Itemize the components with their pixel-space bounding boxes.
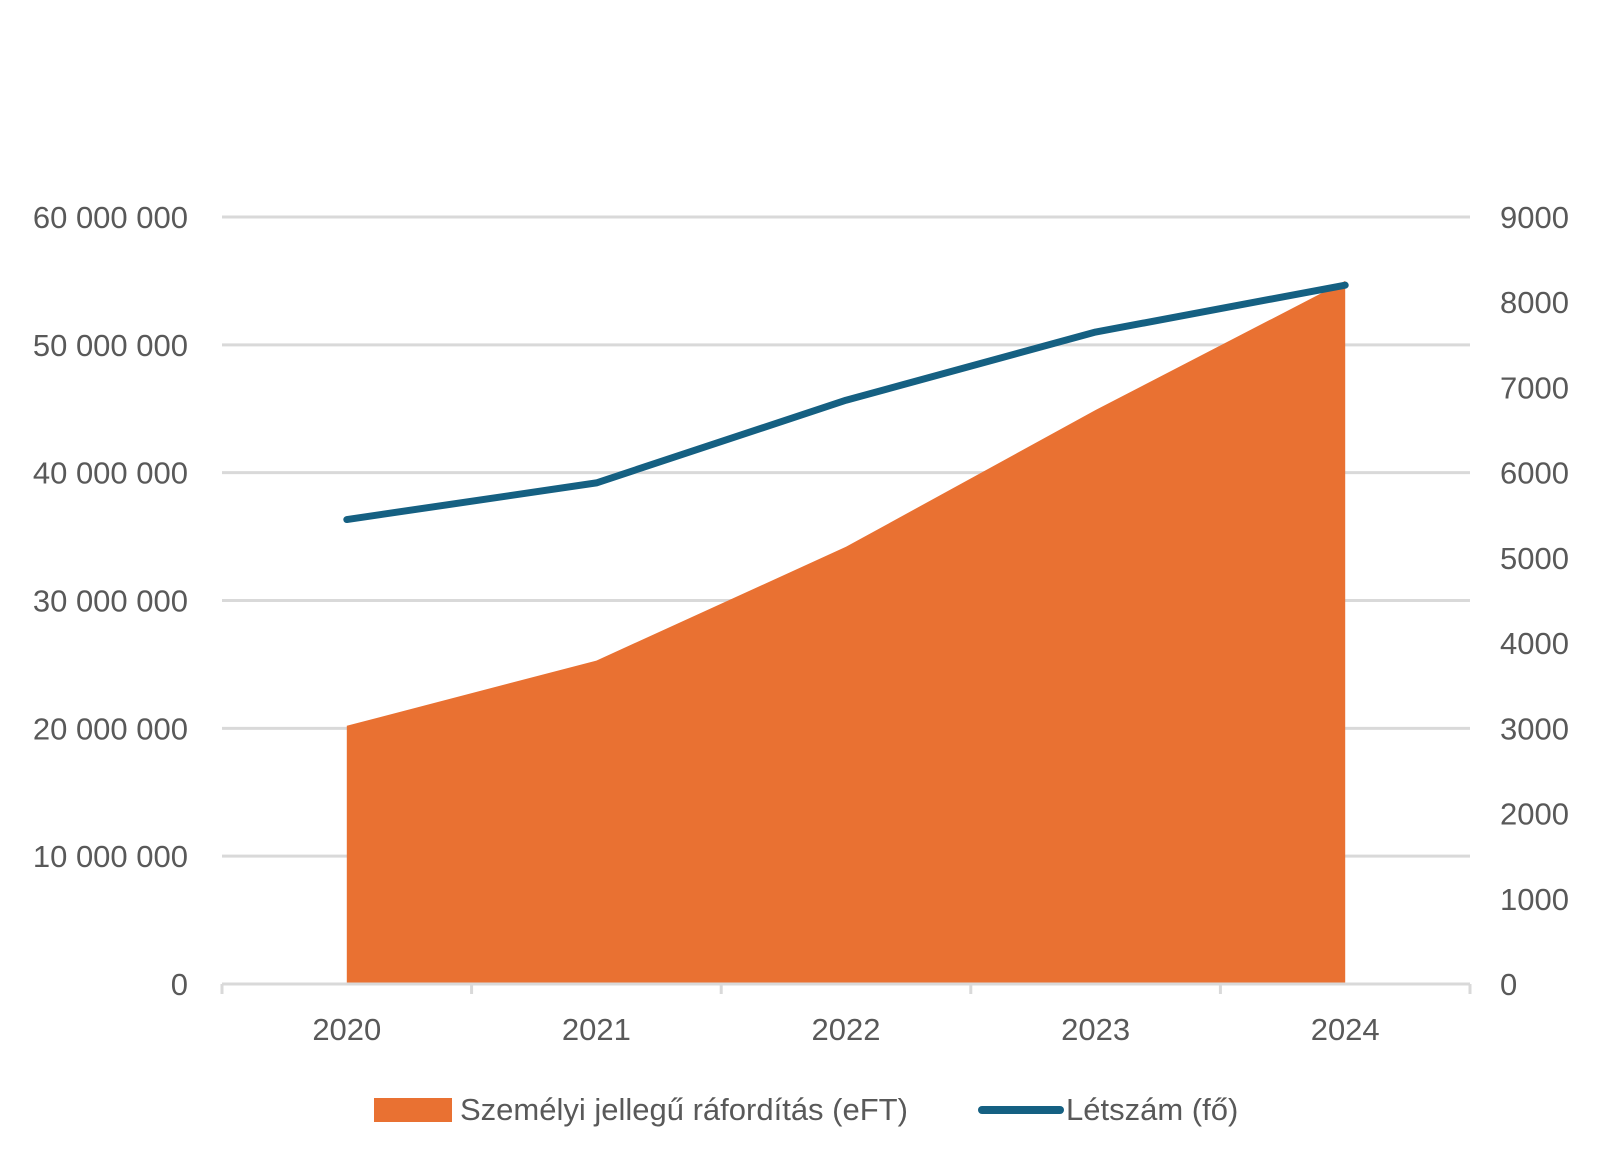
x-axis-labels: 2020 2021 2022 2023 2024: [312, 1012, 1379, 1047]
line-series-headcount: [343, 281, 1349, 524]
x-category-label: 2022: [812, 1012, 881, 1047]
y-left-tick-label: 40 000 000: [33, 456, 188, 491]
left-y-axis-labels: 0 10 000 000 20 000 000 30 000 000 40 000 00…: [33, 200, 188, 1002]
y-right-tick-label: 8000: [1500, 285, 1569, 320]
y-left-tick-label: 50 000 000: [33, 328, 188, 363]
x-category-label: 2023: [1061, 1012, 1130, 1047]
area-series-layer: [346, 280, 1346, 985]
x-category-label: 2024: [1311, 1012, 1380, 1047]
line-series-layer: [343, 281, 1349, 524]
right-y-axis-labels: 0 1000 2000 3000 4000 5000 6000 7000 8000 9000: [1500, 200, 1569, 1002]
legend-label-line: Létszám (fő): [1066, 1092, 1238, 1127]
y-right-tick-label: 1000: [1500, 882, 1569, 917]
y-right-tick-label: 0: [1500, 967, 1517, 1002]
y-right-tick-label: 4000: [1500, 626, 1569, 661]
y-right-tick-label: 5000: [1500, 541, 1569, 576]
y-left-tick-label: 60 000 000: [33, 200, 188, 235]
y-left-tick-label: 0: [171, 967, 188, 1002]
legend: Személyi jellegű ráfordítás (eFT) Létszá…: [374, 1092, 1238, 1127]
y-left-tick-label: 20 000 000: [33, 711, 188, 746]
y-right-tick-label: 9000: [1500, 200, 1569, 235]
y-left-tick-label: 10 000 000: [33, 839, 188, 874]
x-category-label: 2020: [312, 1012, 381, 1047]
y-right-tick-label: 3000: [1500, 711, 1569, 746]
legend-swatch-area: [374, 1098, 452, 1122]
y-right-tick-label: 6000: [1500, 456, 1569, 491]
x-category-label: 2021: [562, 1012, 631, 1047]
x-axis: [220, 982, 1472, 994]
y-right-tick-label: 2000: [1500, 797, 1569, 832]
legend-label-area: Személyi jellegű ráfordítás (eFT): [460, 1092, 908, 1127]
y-left-tick-label: 30 000 000: [33, 584, 188, 619]
y-right-tick-label: 7000: [1500, 370, 1569, 405]
area-series-personnel-cost: [346, 280, 1346, 985]
